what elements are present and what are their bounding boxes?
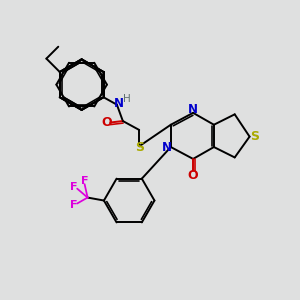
Text: N: N [114, 97, 124, 110]
Text: O: O [188, 169, 198, 182]
Text: F: F [70, 182, 78, 192]
Text: O: O [101, 116, 112, 129]
Text: S: S [135, 141, 144, 154]
Text: N: N [162, 140, 172, 154]
Text: N: N [188, 103, 198, 116]
Text: H: H [123, 94, 131, 104]
Text: S: S [250, 130, 260, 143]
Text: F: F [70, 200, 78, 210]
Text: F: F [81, 176, 88, 186]
